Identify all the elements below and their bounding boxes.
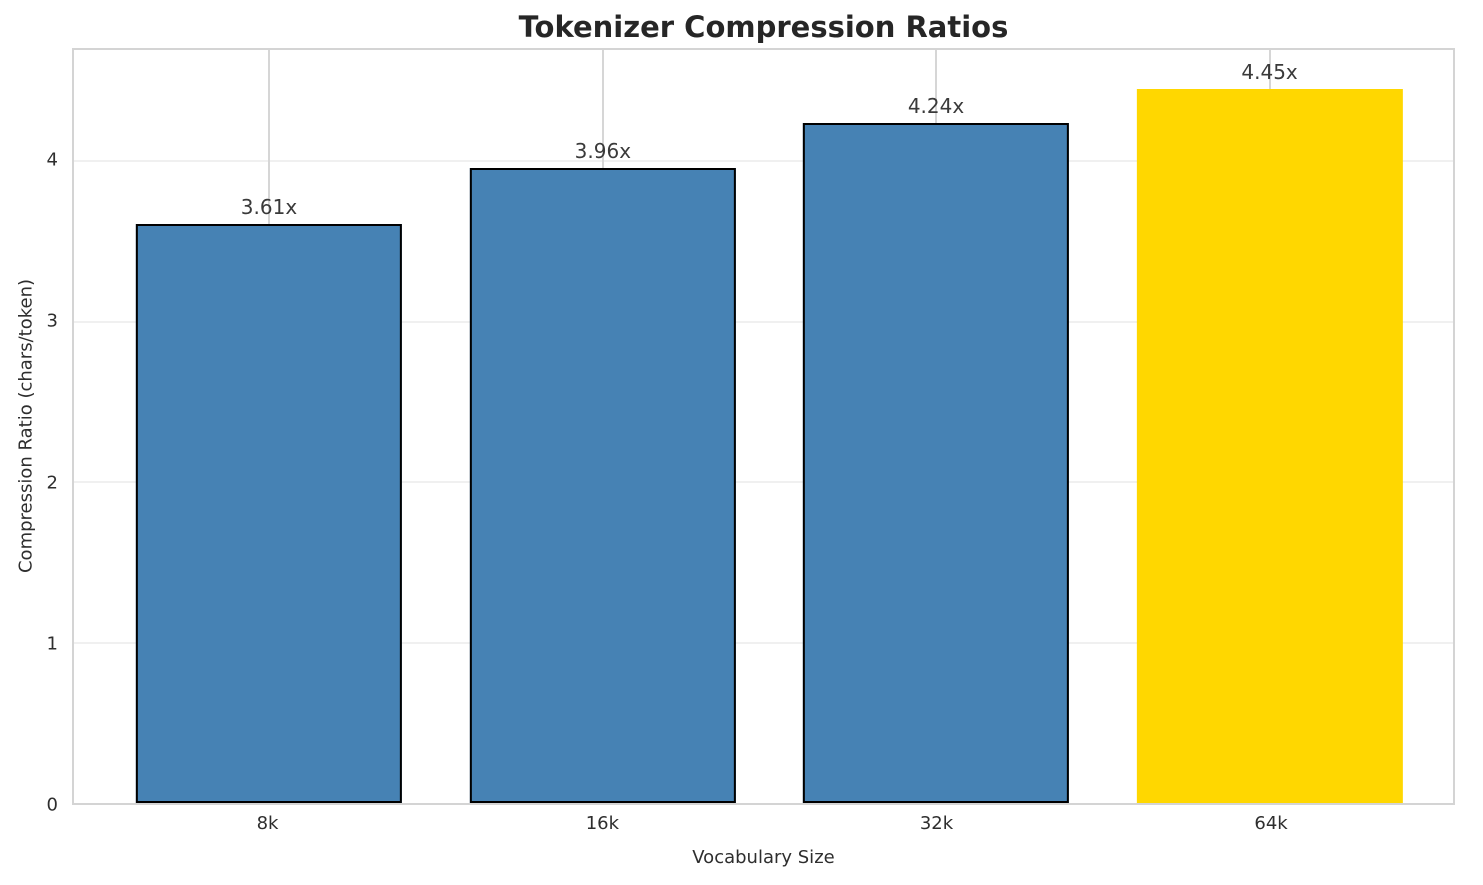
bar-64k <box>1136 89 1402 803</box>
x-axis-title: Vocabulary Size <box>72 847 1455 868</box>
y-tick-label: 3 <box>47 311 58 332</box>
x-tick-label: 16k <box>586 813 619 834</box>
y-axis-title: Compression Ratio (chars/token) <box>16 279 37 573</box>
bar-16k <box>470 168 736 803</box>
x-tick-label: 8k <box>257 813 279 834</box>
figure-root: Tokenizer Compression Ratios 3.61x 3.96x 4… <box>0 0 1483 885</box>
plot-area: 3.61x 3.96x 4.24x 4.45x <box>72 48 1455 805</box>
x-tick-label: 64k <box>1254 813 1287 834</box>
y-tick-label: 4 <box>47 150 58 171</box>
bar-32k <box>803 123 1069 803</box>
y-tick-label: 1 <box>47 633 58 654</box>
x-tick-label: 32k <box>920 813 953 834</box>
bar-value-label: 3.61x <box>241 195 297 219</box>
bar-value-label: 4.45x <box>1241 60 1297 84</box>
y-tick-label: 0 <box>47 795 58 816</box>
x-axis-tick-labels: 8k 16k 32k 64k <box>72 813 1455 841</box>
chart-title: Tokenizer Compression Ratios <box>72 10 1455 44</box>
bar-8k <box>136 224 402 803</box>
y-tick-label: 2 <box>47 472 58 493</box>
bar-value-label: 4.24x <box>908 94 964 118</box>
bar-value-label: 3.96x <box>575 139 631 163</box>
